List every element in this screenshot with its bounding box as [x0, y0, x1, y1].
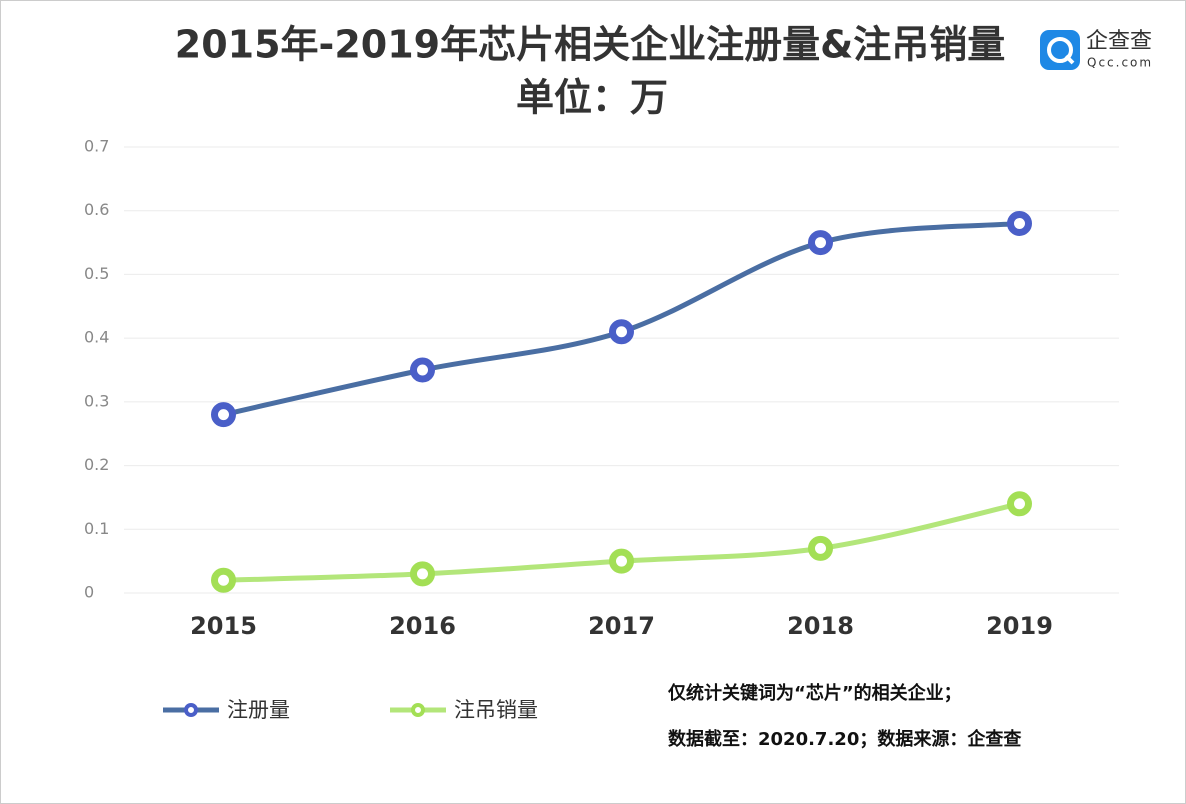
- y-tick-label: 0.1: [84, 519, 109, 538]
- logo: 企查查 Qcc.com: [1040, 29, 1153, 70]
- logo-name: 企查查: [1086, 29, 1152, 54]
- logo-icon: [1040, 30, 1080, 70]
- point: [609, 548, 634, 574]
- y-tick-label: 0.6: [84, 200, 109, 219]
- logo-icon-tail: [1064, 54, 1075, 65]
- point: [211, 567, 236, 593]
- point: [410, 357, 435, 383]
- logo-url: Qcc.com: [1087, 56, 1153, 70]
- x-tick-label: 2016: [389, 612, 456, 640]
- legend-marker: [411, 703, 425, 717]
- legend-marker: [184, 703, 198, 717]
- chart-subtitle: 单位：万: [516, 76, 668, 120]
- point: [211, 402, 236, 428]
- y-tick-label: 0: [84, 583, 94, 602]
- point: [808, 535, 833, 561]
- note: 数据截至：2020.7.20；数据来源：企查查: [668, 728, 1021, 750]
- x-tick-label: 2018: [787, 612, 854, 640]
- legend-label: 注册量: [227, 698, 290, 722]
- y-tick-label: 0.4: [84, 328, 109, 347]
- point: [808, 230, 833, 256]
- x-tick-label: 2015: [190, 612, 257, 640]
- point: [1007, 491, 1032, 517]
- y-tick-label: 0.7: [84, 137, 109, 156]
- note: 仅统计关键词为“芯片”的相关企业；: [667, 682, 962, 704]
- legend-label: 注吊销量: [454, 698, 538, 722]
- x-tick-label: 2017: [588, 612, 655, 640]
- point: [410, 561, 435, 587]
- y-tick-label: 0.5: [84, 264, 109, 283]
- point: [1007, 210, 1032, 236]
- chart-title: 2015年-2019年芯片相关企业注册量&注吊销量: [175, 23, 1005, 67]
- y-tick-label: 0.2: [84, 455, 109, 474]
- x-tick-label: 2019: [986, 612, 1053, 640]
- y-tick-label: 0.3: [84, 391, 109, 410]
- logo-icon-ring: [1047, 37, 1073, 63]
- point: [609, 319, 634, 345]
